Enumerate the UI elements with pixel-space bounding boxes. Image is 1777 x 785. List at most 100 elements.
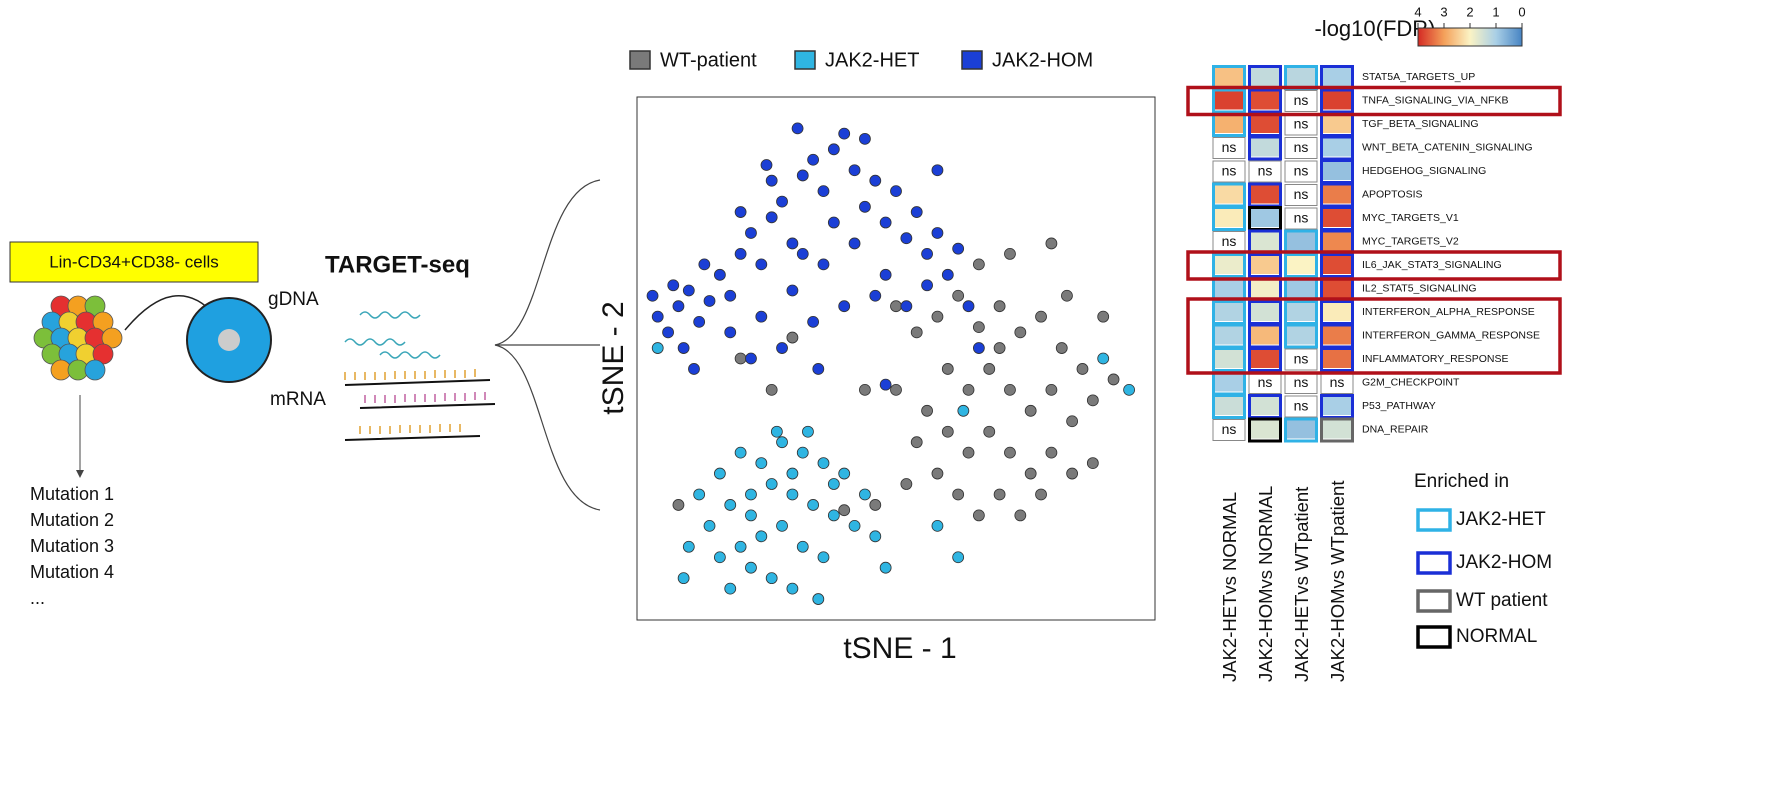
point xyxy=(646,289,659,302)
point xyxy=(786,331,799,344)
point xyxy=(786,488,799,501)
point xyxy=(677,572,690,585)
heat-cell xyxy=(1323,256,1351,274)
heat-cell xyxy=(1215,373,1243,392)
point xyxy=(941,425,954,438)
point xyxy=(745,227,757,239)
point xyxy=(957,404,970,417)
heat-cell xyxy=(1215,68,1243,86)
heat-cell xyxy=(1323,185,1351,204)
point xyxy=(890,185,902,198)
point xyxy=(1097,352,1110,365)
heat-cell xyxy=(1251,91,1279,110)
highlight-box xyxy=(1186,85,1562,117)
point xyxy=(931,519,944,532)
ns-cell xyxy=(1212,137,1246,159)
point xyxy=(972,509,985,522)
point xyxy=(838,127,851,140)
point xyxy=(952,488,965,501)
heat-cell xyxy=(1287,279,1315,298)
cell-border xyxy=(1212,206,1246,231)
point xyxy=(827,478,840,490)
point xyxy=(869,174,882,187)
point xyxy=(921,279,933,292)
ns-label: ns xyxy=(1294,163,1309,179)
point xyxy=(745,352,757,365)
heat-cell xyxy=(1287,303,1315,321)
point xyxy=(713,467,726,480)
heat-cell xyxy=(1287,420,1315,439)
point xyxy=(962,300,975,313)
point xyxy=(827,216,840,229)
point xyxy=(931,164,944,177)
point xyxy=(859,488,871,501)
point xyxy=(952,551,965,564)
point xyxy=(972,342,985,354)
point xyxy=(848,164,861,177)
point xyxy=(910,436,923,449)
point xyxy=(838,467,851,480)
point xyxy=(677,342,690,354)
plot-frame xyxy=(636,96,1156,621)
point xyxy=(1035,488,1047,501)
row-label: TGF_BETA_SIGNALING xyxy=(1362,118,1479,130)
point xyxy=(765,174,778,187)
point xyxy=(817,258,830,271)
point xyxy=(1086,394,1099,407)
row-label: P53_PATHWAY xyxy=(1362,400,1436,412)
heat-cell xyxy=(1287,256,1315,274)
heatmap-title: -log10(FDR) xyxy=(1314,16,1435,41)
ns-label: ns xyxy=(1294,398,1309,414)
heat-cell xyxy=(1323,232,1351,251)
point xyxy=(791,122,804,135)
point xyxy=(651,342,664,354)
point xyxy=(848,519,861,532)
point xyxy=(760,159,773,171)
point xyxy=(724,499,737,511)
heat-cell xyxy=(1251,303,1279,321)
point xyxy=(941,363,954,375)
point xyxy=(827,143,840,156)
heat-cell xyxy=(1251,279,1279,298)
cell-border xyxy=(1248,417,1282,443)
point xyxy=(786,284,799,297)
ns-cell xyxy=(1212,419,1246,441)
heat-cell xyxy=(1287,326,1315,345)
row-label: DNA_REPAIR xyxy=(1362,423,1429,435)
mutation-label: Mutation 4 xyxy=(30,562,114,582)
heat-cell xyxy=(1215,209,1243,227)
point xyxy=(993,300,1006,313)
ns-label: ns xyxy=(1294,116,1309,132)
point xyxy=(869,289,882,302)
point xyxy=(776,436,788,449)
ns-cell xyxy=(1248,160,1282,183)
heat-cell xyxy=(1323,209,1351,227)
point xyxy=(910,326,923,339)
point xyxy=(1014,509,1027,522)
cell xyxy=(84,359,106,381)
point xyxy=(1045,446,1058,459)
cell-cluster xyxy=(33,295,123,381)
heat-cell xyxy=(1251,115,1279,133)
ns-cell xyxy=(1284,184,1318,206)
legend-title: Enriched in xyxy=(1414,471,1509,492)
point xyxy=(838,300,851,313)
ns-cell xyxy=(1284,137,1318,159)
point xyxy=(1123,383,1135,396)
point xyxy=(921,404,933,417)
point xyxy=(1066,467,1079,480)
row-label: HEDGEHOG_SIGNALING xyxy=(1362,165,1486,177)
point xyxy=(698,258,711,271)
heat-cell xyxy=(1323,303,1351,321)
legend-label: JAK2-HOM xyxy=(1456,552,1552,573)
y-axis-label: tSNE - 2 xyxy=(597,301,630,414)
heat-cell xyxy=(1215,115,1243,133)
heat-cell xyxy=(1323,91,1351,110)
cell-border xyxy=(1284,323,1318,349)
ns-label: ns xyxy=(1222,163,1237,179)
heat-cell xyxy=(1323,350,1351,368)
point xyxy=(765,211,778,224)
point xyxy=(703,295,716,307)
cell-border xyxy=(1284,417,1318,443)
